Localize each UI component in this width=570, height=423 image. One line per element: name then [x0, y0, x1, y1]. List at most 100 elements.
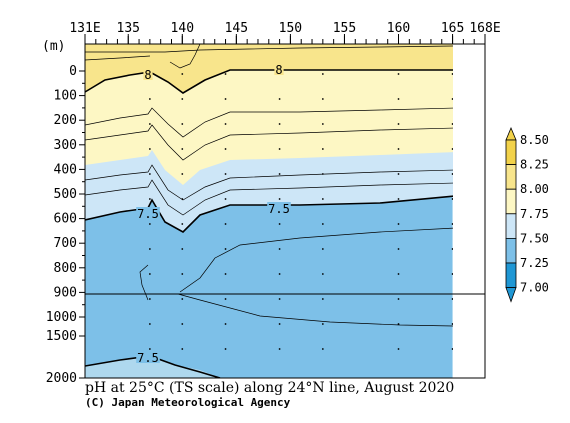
contour-thin-2: [85, 164, 453, 201]
station-dot: [397, 298, 400, 300]
station-dot: [278, 123, 281, 125]
plot-area: [85, 44, 453, 378]
station-dot: [451, 348, 453, 350]
y-tick-label: 900: [54, 285, 77, 300]
station-dot: [224, 73, 227, 75]
station-dot: [321, 298, 324, 300]
y-tick-label: 1000: [46, 310, 77, 325]
contour-label: 8: [144, 68, 151, 82]
station-dot: [397, 73, 400, 75]
station-dot: [181, 323, 184, 325]
station-dot: [181, 248, 184, 250]
station-dot: [148, 348, 151, 350]
station-dot: [278, 173, 281, 175]
station-dot: [451, 298, 453, 300]
contour-label: 7.5: [137, 207, 159, 221]
y-tick-label: 700: [54, 236, 77, 251]
station-dot: [148, 223, 151, 225]
station-dot: [321, 348, 324, 350]
contour-lines: [85, 44, 453, 378]
station-dot: [181, 148, 184, 150]
contour-label: 8: [275, 63, 282, 77]
colorbar-label: 7.25: [520, 256, 549, 270]
contour-thin-8: [177, 293, 453, 327]
y-tick-label: 1500: [46, 329, 77, 344]
station-dot: [397, 223, 400, 225]
contour-label: 7.5: [137, 351, 159, 365]
station-dot: [451, 248, 453, 250]
station-dot: [148, 273, 151, 275]
contour-label-bg: [143, 68, 153, 80]
station-dot: [224, 198, 227, 200]
station-dot: [321, 273, 324, 275]
y-tick-label: 500: [54, 187, 77, 202]
contour-label-bg: [274, 63, 284, 75]
station-dot: [148, 123, 151, 125]
contour-thin-4: [169, 44, 201, 69]
contour-label-bg: [136, 207, 160, 219]
station-dot: [148, 98, 151, 100]
colorbar-label: 7.00: [520, 281, 549, 295]
contour-7.50-deep: [85, 355, 221, 378]
station-dot: [321, 98, 324, 100]
station-dot: [224, 223, 227, 225]
station-dot: [397, 173, 400, 175]
station-dot: [148, 323, 151, 325]
station-dot: [181, 173, 184, 175]
plot-frame: [84, 43, 486, 379]
y-tick-label: 0: [69, 64, 77, 79]
colorbar-label: 8.50: [520, 133, 549, 147]
station-dot: [397, 248, 400, 250]
station-dot: [224, 298, 227, 300]
station-dot: [278, 348, 281, 350]
station-dot: [181, 98, 184, 100]
contour-thin-7: [179, 227, 453, 293]
colorbar-swatch: [505, 237, 517, 264]
station-dot: [278, 198, 281, 200]
colorbar-label: 7.50: [520, 231, 549, 245]
contour-thin-1: [85, 124, 453, 161]
y-tick-label: 800: [54, 261, 77, 276]
y-axis: 0 100 200 300 400 500 600 700 800 900 1000 1500 2000: [46, 64, 85, 386]
station-dot: [278, 148, 281, 150]
fill-8.00-8.25: [85, 44, 453, 93]
x-tick-label: 135: [117, 21, 140, 36]
deep-zone: [85, 356, 220, 378]
station-dot: [278, 223, 281, 225]
colorbar-label: 8.25: [520, 158, 549, 172]
station-dot: [451, 273, 453, 275]
x-tick-label: 155: [333, 21, 356, 36]
station-dot: [224, 248, 227, 250]
colorbar-arrow-bottom: [505, 287, 517, 303]
no-data-area: [452, 44, 453, 378]
station-dot: [321, 248, 324, 250]
station-dot: [397, 148, 400, 150]
x-tick-label: 150: [279, 21, 302, 36]
contour-label-bg: [267, 202, 291, 214]
colorbar-swatch: [505, 139, 517, 166]
station-dot: [278, 323, 281, 325]
station-dot: [224, 323, 227, 325]
colorbar-label: 7.75: [520, 207, 549, 221]
station-dot: [224, 123, 227, 125]
colorbar-swatch: [505, 262, 517, 289]
station-dot: [148, 298, 151, 300]
station-dot: [278, 273, 281, 275]
station-dot: [397, 323, 400, 325]
station-dot: [148, 248, 151, 250]
station-dot: [321, 198, 324, 200]
station-dot: [397, 273, 400, 275]
y-tick-label: 2000: [46, 371, 77, 386]
colorbar-label: 8.00: [520, 182, 549, 196]
y-tick-label: 300: [54, 138, 77, 153]
colorbar-swatch: [505, 213, 517, 239]
station-dot: [321, 223, 324, 225]
station-dot: [278, 298, 281, 300]
y-tick-label: 100: [54, 89, 77, 104]
contour-thin-6: [85, 55, 151, 61]
station-dot: [181, 273, 184, 275]
station-dot: [278, 98, 281, 100]
station-dot: [451, 223, 453, 225]
station-dot: [451, 148, 453, 150]
